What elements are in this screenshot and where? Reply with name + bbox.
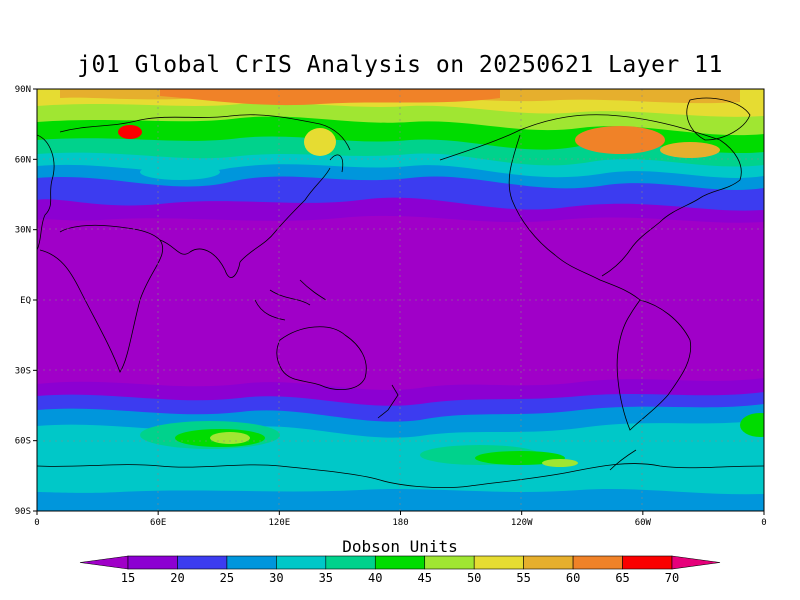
colorbar-box: [325, 555, 376, 570]
nh-cap-65: [160, 89, 500, 106]
colorbar-level-label: 65: [615, 571, 629, 585]
colorbar-level-label: 50: [467, 571, 481, 585]
sh-patch-50b: [542, 459, 578, 467]
nh-patch-cyan: [140, 164, 220, 180]
lon-tick-label: 60E: [150, 518, 166, 528]
colorbar-max-arrow: [671, 555, 721, 570]
lat-tick-label: 60N: [15, 155, 31, 165]
sh-patch-45b: [475, 451, 565, 465]
colorbar-level-label: 55: [516, 571, 530, 585]
lat-tick-label: 30N: [15, 226, 31, 236]
colorbar-units-label: Dobson Units: [342, 537, 458, 556]
lon-tick-label: 120E: [268, 518, 290, 528]
colorbar-box: [276, 555, 327, 570]
map-title: j01 Global CrIS Analysis on 20250621 Lay…: [77, 52, 723, 78]
longitude-axis: 0 60E 120E 180 120W 60W 0: [34, 511, 767, 528]
lon-tick-label: 120W: [511, 518, 533, 528]
sh-patch-50a: [210, 432, 250, 444]
colorbar-level-label: 25: [220, 571, 234, 585]
lon-tick-label: 180: [392, 518, 408, 528]
lat-tick-label: 90N: [15, 85, 31, 95]
colorbar-level-label: 40: [368, 571, 382, 585]
lat-tick-label: 60S: [15, 437, 31, 447]
nh-patch-60: [660, 142, 720, 158]
colorbar-level-label: 15: [121, 571, 135, 585]
colorbar-box: [226, 555, 277, 570]
colorbar-box: [572, 555, 623, 570]
sh-band-25-south: [37, 489, 764, 511]
colorbar-level-label: 30: [269, 571, 283, 585]
colorbar: 15 20 25 30 35 40 45 50 55 60 65 70: [79, 555, 721, 585]
colorbar-box: [374, 555, 426, 570]
colorbar-box: [177, 555, 228, 570]
sh-patch-40c: [740, 413, 764, 437]
nh-patch-55: [304, 128, 336, 156]
ozone-field: [37, 89, 764, 511]
colorbar-box: [622, 555, 673, 570]
colorbar-level-label: 70: [665, 571, 679, 585]
colorbar-box: [523, 555, 574, 570]
colorbar-level-label: 20: [170, 571, 184, 585]
lat-tick-label: 30S: [15, 366, 31, 376]
colorbar-box: [127, 555, 178, 570]
lat-tick-label: EQ: [20, 296, 31, 306]
colorbar-level-label: 60: [566, 571, 580, 585]
colorbar-level-label: 45: [418, 571, 432, 585]
colorbar-box: [424, 555, 475, 570]
lon-tick-label: 0: [761, 518, 766, 528]
colorbar-box: [473, 555, 524, 570]
lon-tick-label: 60W: [635, 518, 652, 528]
nh-max-70: [118, 125, 142, 139]
colorbar-level-label: 35: [319, 571, 333, 585]
graticule: [37, 89, 764, 511]
lat-tick-label: 90S: [15, 507, 31, 517]
latitude-axis: 90N 60N 30N EQ 30S 60S 90S: [15, 85, 37, 517]
lon-tick-label: 0: [34, 518, 39, 528]
colorbar-min-arrow: [79, 555, 129, 570]
coastlines: [37, 97, 764, 489]
nh-patch-65: [575, 126, 665, 154]
